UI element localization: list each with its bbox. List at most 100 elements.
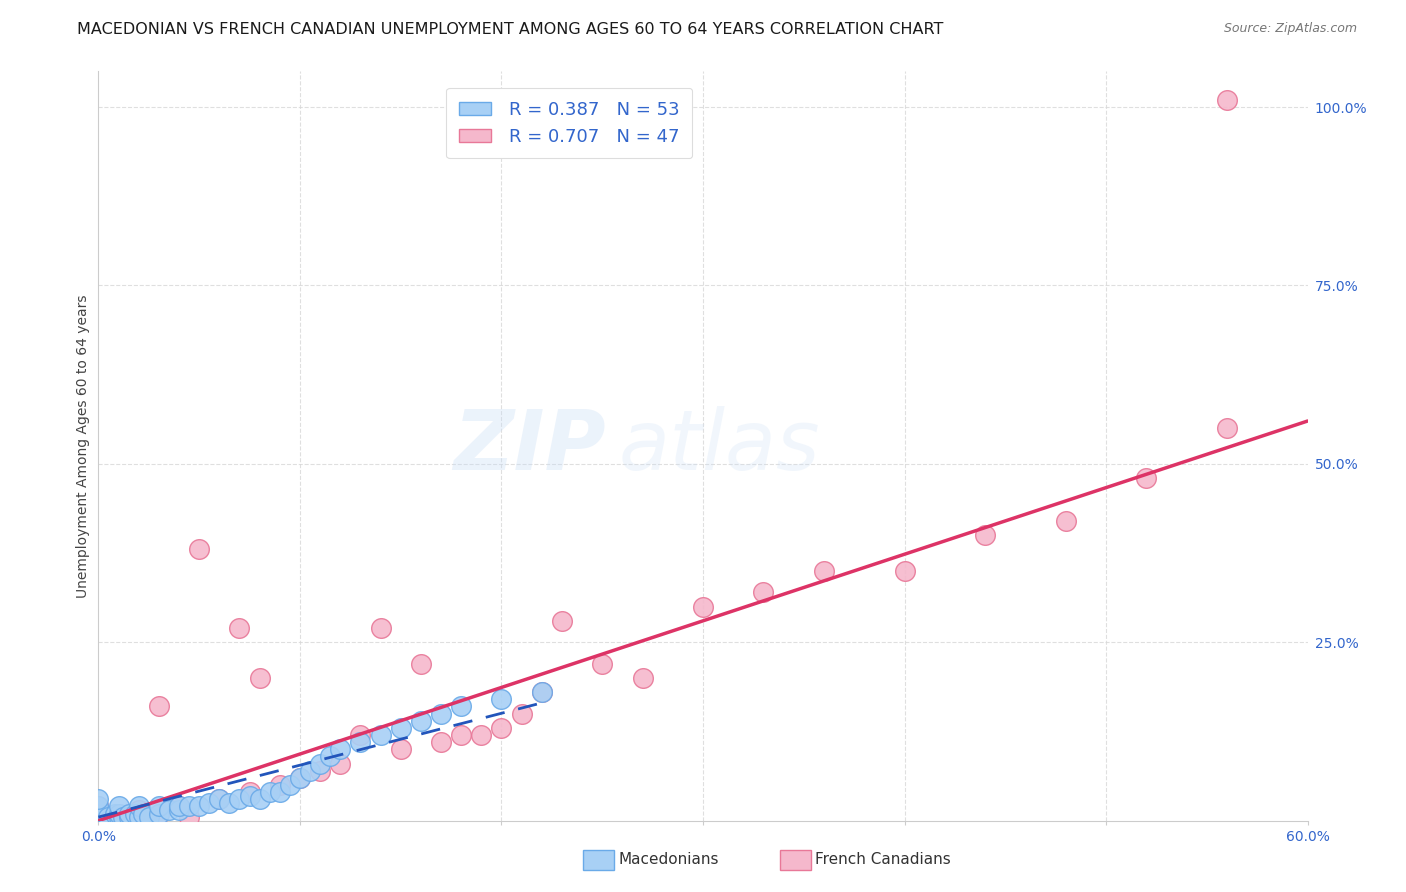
- Point: [87, 814, 110, 828]
- Point: [813, 564, 835, 578]
- Legend: R = 0.387   N = 53, R = 0.707   N = 47: R = 0.387 N = 53, R = 0.707 N = 47: [446, 88, 693, 158]
- Point: [370, 621, 392, 635]
- Point: [179, 810, 201, 824]
- Point: [530, 685, 553, 699]
- Point: [148, 799, 170, 814]
- Point: [107, 810, 129, 824]
- Point: [188, 542, 211, 557]
- Point: [128, 810, 150, 824]
- Point: [259, 785, 281, 799]
- Point: [309, 764, 332, 778]
- Point: [370, 728, 392, 742]
- Point: [148, 699, 170, 714]
- Point: [389, 742, 412, 756]
- Point: [409, 657, 432, 671]
- Point: [249, 792, 271, 806]
- Point: [87, 810, 110, 824]
- Point: [450, 728, 472, 742]
- Point: [111, 810, 134, 824]
- Point: [288, 771, 311, 785]
- Point: [329, 742, 352, 756]
- Point: [430, 735, 453, 749]
- Point: [128, 803, 150, 817]
- Point: [107, 810, 129, 824]
- Point: [97, 810, 120, 824]
- Point: [87, 803, 110, 817]
- Point: [118, 810, 141, 824]
- Point: [87, 814, 110, 828]
- Point: [97, 810, 120, 824]
- Point: [132, 806, 155, 821]
- Y-axis label: Unemployment Among Ages 60 to 64 years: Unemployment Among Ages 60 to 64 years: [76, 294, 90, 598]
- Text: ZIP: ZIP: [454, 406, 606, 486]
- Point: [124, 806, 146, 821]
- Point: [228, 792, 250, 806]
- Point: [450, 699, 472, 714]
- Point: [157, 803, 180, 817]
- Point: [309, 756, 332, 771]
- Text: MACEDONIAN VS FRENCH CANADIAN UNEMPLOYMENT AMONG AGES 60 TO 64 YEARS CORRELATION: MACEDONIAN VS FRENCH CANADIAN UNEMPLOYME…: [77, 22, 943, 37]
- Point: [128, 810, 150, 824]
- Point: [530, 685, 553, 699]
- Point: [249, 671, 271, 685]
- Point: [893, 564, 915, 578]
- Point: [87, 810, 110, 824]
- Point: [87, 814, 110, 828]
- Point: [389, 721, 412, 735]
- Point: [692, 599, 714, 614]
- Point: [329, 756, 352, 771]
- Point: [128, 799, 150, 814]
- Point: [87, 810, 110, 824]
- Point: [1135, 471, 1157, 485]
- Point: [278, 778, 301, 792]
- Point: [208, 792, 231, 806]
- Point: [138, 810, 160, 824]
- Point: [97, 814, 120, 828]
- Point: [167, 803, 190, 817]
- Point: [409, 714, 432, 728]
- Point: [97, 814, 120, 828]
- Point: [239, 789, 262, 803]
- Point: [269, 785, 291, 799]
- Point: [631, 671, 654, 685]
- Point: [299, 764, 322, 778]
- Point: [107, 799, 129, 814]
- Point: [1216, 421, 1239, 435]
- Point: [269, 778, 291, 792]
- Point: [107, 806, 129, 821]
- Point: [491, 692, 513, 706]
- Point: [430, 706, 453, 721]
- Point: [103, 806, 125, 821]
- Text: Macedonians: Macedonians: [619, 853, 718, 867]
- Point: [1054, 514, 1077, 528]
- Point: [107, 806, 129, 821]
- Point: [349, 735, 371, 749]
- Point: [179, 799, 201, 814]
- Point: [551, 614, 574, 628]
- Point: [228, 621, 250, 635]
- Point: [87, 810, 110, 824]
- Point: [87, 792, 110, 806]
- Point: [87, 806, 110, 821]
- Text: Source: ZipAtlas.com: Source: ZipAtlas.com: [1223, 22, 1357, 36]
- Point: [87, 806, 110, 821]
- Point: [349, 728, 371, 742]
- Point: [208, 792, 231, 806]
- Point: [510, 706, 533, 721]
- Point: [198, 796, 221, 810]
- Point: [118, 806, 141, 821]
- Point: [319, 749, 342, 764]
- Point: [974, 528, 997, 542]
- Point: [87, 814, 110, 828]
- Point: [288, 771, 311, 785]
- Point: [118, 806, 141, 821]
- Point: [148, 806, 170, 821]
- Point: [591, 657, 613, 671]
- Point: [188, 799, 211, 814]
- Point: [218, 796, 240, 810]
- Point: [491, 721, 513, 735]
- Point: [167, 799, 190, 814]
- Point: [87, 806, 110, 821]
- Point: [87, 799, 110, 814]
- Point: [1216, 93, 1239, 107]
